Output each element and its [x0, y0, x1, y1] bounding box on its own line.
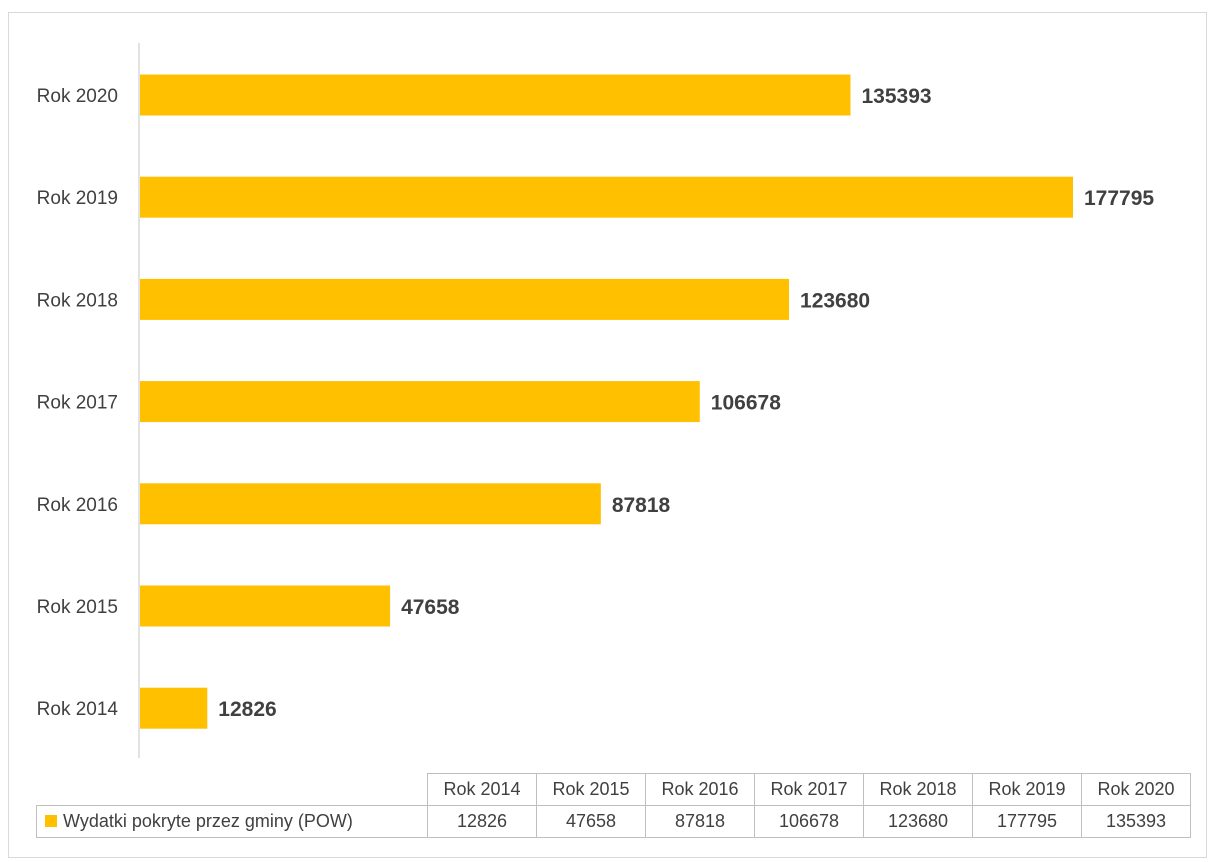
category-tick-label: Rok 2014 — [37, 699, 119, 720]
data-table-cell: 177795 — [972, 805, 1082, 838]
data-label: 47658 — [401, 596, 460, 619]
legend-entry: Wydatki pokryte przez gminy (POW) — [36, 805, 428, 838]
data-table-cell: 135393 — [1081, 805, 1191, 838]
data-table-header: Rok 2014 — [427, 773, 537, 806]
bar — [140, 278, 790, 320]
data-table-header: Rok 2019 — [972, 773, 1082, 806]
bar — [140, 176, 1073, 218]
bar — [140, 585, 391, 627]
chart-frame — [8, 12, 1207, 858]
data-label: 12826 — [218, 698, 276, 721]
data-table-header: Rok 2016 — [645, 773, 755, 806]
category-tick-label: Rok 2017 — [37, 393, 118, 414]
data-label: 106678 — [711, 392, 781, 415]
data-table-corner — [37, 774, 428, 806]
data-table-header: Rok 2017 — [754, 773, 864, 806]
data-table-cell: 106678 — [754, 805, 864, 838]
data-label: 123680 — [800, 289, 870, 312]
data-table-header: Rok 2015 — [536, 773, 646, 806]
data-label: 135393 — [861, 85, 931, 108]
data-table-header: Rok 2020 — [1081, 773, 1191, 806]
category-tick-label: Rok 2015 — [37, 597, 118, 618]
data-table: Rok 2014 Rok 2015 Rok 2016 Rok 2017 Rok … — [36, 773, 1191, 838]
data-table-cell: 123680 — [863, 805, 973, 838]
bars-layer: Rok 2014 12826 Rok 2015 47658 Rok 2016 87818 R… — [37, 74, 1154, 729]
legend-swatch — [45, 815, 57, 828]
bar — [140, 687, 208, 729]
data-label: 177795 — [1084, 187, 1154, 210]
category-tick-label: Rok 2016 — [37, 495, 118, 516]
data-label: 87818 — [612, 494, 671, 517]
data-table-cell: 47658 — [536, 805, 646, 838]
bar — [140, 381, 700, 423]
legend-series-name: Wydatki pokryte przez gminy (POW) — [63, 811, 353, 831]
category-tick-label: Rok 2020 — [37, 86, 118, 107]
data-table-cell: 87818 — [645, 805, 755, 838]
bar — [140, 483, 601, 525]
category-tick-label: Rok 2019 — [37, 188, 118, 209]
data-table-cell: 12826 — [427, 805, 537, 838]
bar — [140, 74, 851, 116]
data-table-series-row: Wydatki pokryte przez gminy (POW) 12826 … — [36, 805, 1191, 838]
data-table-header: Rok 2018 — [863, 773, 973, 806]
category-tick-label: Rok 2018 — [37, 290, 118, 311]
data-table-header-row: Rok 2014 Rok 2015 Rok 2016 Rok 2017 Rok … — [37, 773, 1191, 806]
